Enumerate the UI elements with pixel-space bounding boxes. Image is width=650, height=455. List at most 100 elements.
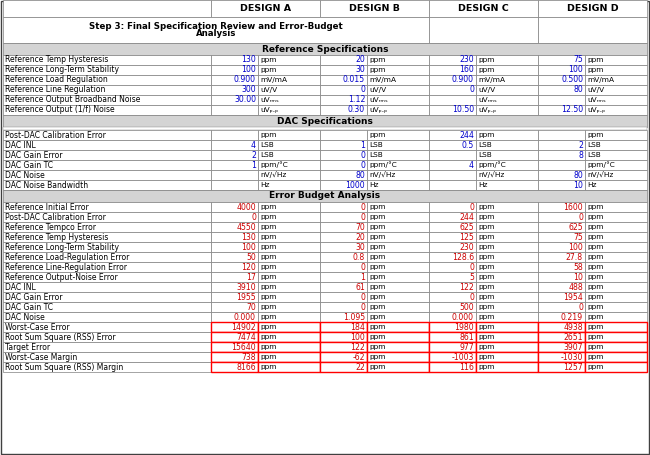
Bar	[211, 252, 258, 262]
Text: Reference Load-Regulation Error: Reference Load-Regulation Error	[5, 253, 129, 262]
Bar	[476, 150, 538, 160]
Bar	[258, 342, 320, 352]
Bar	[320, 312, 367, 322]
Text: DAC Specifications: DAC Specifications	[277, 116, 373, 126]
Text: -1003: -1003	[452, 353, 474, 362]
Bar	[211, 85, 258, 95]
Text: 230: 230	[460, 243, 474, 252]
Text: ppm: ppm	[478, 254, 495, 260]
Bar	[476, 332, 538, 342]
Bar	[538, 140, 585, 150]
Bar	[258, 75, 320, 85]
Text: 0.000: 0.000	[452, 313, 474, 322]
Text: nV/√Hz: nV/√Hz	[260, 172, 287, 178]
Bar	[320, 352, 367, 362]
Text: 300: 300	[241, 86, 256, 95]
Bar	[429, 362, 476, 372]
Text: 0.30: 0.30	[348, 106, 365, 115]
Bar	[320, 55, 367, 65]
Text: ppm: ppm	[369, 294, 385, 300]
Bar	[585, 332, 647, 342]
Bar	[538, 17, 647, 43]
Text: ppm: ppm	[260, 67, 276, 73]
Text: ppm: ppm	[478, 294, 495, 300]
Bar	[476, 252, 538, 262]
Text: uVₚ.ₚ: uVₚ.ₚ	[369, 107, 387, 113]
Bar	[367, 160, 429, 170]
Bar	[538, 222, 585, 232]
Text: DAC Noise Bandwidth: DAC Noise Bandwidth	[5, 181, 88, 189]
Text: ppm: ppm	[369, 132, 385, 138]
Bar	[585, 262, 647, 272]
Bar	[367, 292, 429, 302]
Text: 1: 1	[251, 161, 256, 170]
Text: 0: 0	[469, 263, 474, 272]
Bar	[367, 322, 429, 332]
Bar	[367, 222, 429, 232]
Text: DAC Gain TC: DAC Gain TC	[5, 161, 53, 170]
Text: 8166: 8166	[237, 363, 256, 371]
Text: 100: 100	[568, 243, 583, 252]
Bar	[3, 43, 647, 55]
Text: ppm/°C: ppm/°C	[478, 162, 506, 168]
Bar	[585, 212, 647, 222]
Bar	[258, 322, 320, 332]
Text: 1: 1	[360, 273, 365, 282]
Bar	[538, 252, 585, 262]
Bar	[585, 322, 647, 332]
Bar	[211, 232, 258, 242]
Bar	[3, 262, 211, 272]
Text: LSB: LSB	[478, 152, 492, 158]
Text: ppm: ppm	[587, 284, 603, 290]
Bar	[211, 150, 258, 160]
Bar	[585, 302, 647, 312]
Bar	[585, 222, 647, 232]
Bar	[538, 55, 585, 65]
Text: 116: 116	[459, 363, 474, 371]
Bar	[476, 362, 538, 372]
Bar	[429, 105, 476, 115]
Text: ppm: ppm	[260, 314, 276, 320]
Bar	[320, 272, 367, 282]
Text: ppm: ppm	[369, 234, 385, 240]
Text: DAC INL: DAC INL	[5, 283, 36, 292]
Bar	[429, 332, 476, 342]
Bar	[211, 95, 258, 105]
Text: 120: 120	[241, 263, 256, 272]
Text: ppm: ppm	[587, 57, 603, 63]
Text: ppm: ppm	[587, 344, 603, 350]
Text: 625: 625	[568, 222, 583, 232]
Text: ppm: ppm	[260, 294, 276, 300]
Bar	[3, 252, 211, 262]
Bar	[211, 352, 258, 362]
Text: Reference Line Regulation: Reference Line Regulation	[5, 86, 105, 95]
Text: ppm: ppm	[369, 364, 385, 370]
Text: LSB: LSB	[587, 152, 601, 158]
Bar	[211, 180, 258, 190]
Bar	[258, 312, 320, 322]
Text: 1980: 1980	[454, 323, 474, 332]
Bar	[3, 160, 211, 170]
Text: mV/mA: mV/mA	[260, 77, 287, 83]
Text: 230: 230	[460, 56, 474, 65]
Bar	[320, 105, 367, 115]
Text: 30: 30	[356, 66, 365, 75]
Bar	[211, 160, 258, 170]
Text: 1257: 1257	[564, 363, 583, 371]
Text: 8: 8	[578, 151, 583, 160]
Text: uVᵣₘₛ: uVᵣₘₛ	[369, 97, 388, 103]
Bar	[320, 292, 367, 302]
Bar	[258, 292, 320, 302]
Bar	[367, 105, 429, 115]
Text: ppm: ppm	[369, 244, 385, 250]
Bar	[211, 65, 258, 75]
Text: DESIGN D: DESIGN D	[567, 4, 618, 13]
Bar	[3, 130, 211, 140]
Text: DAC Gain Error: DAC Gain Error	[5, 293, 62, 302]
Bar	[258, 180, 320, 190]
Bar	[3, 202, 211, 212]
Bar	[320, 332, 367, 342]
Text: 0: 0	[578, 303, 583, 312]
Text: ppm: ppm	[260, 354, 276, 360]
Bar	[367, 130, 429, 140]
